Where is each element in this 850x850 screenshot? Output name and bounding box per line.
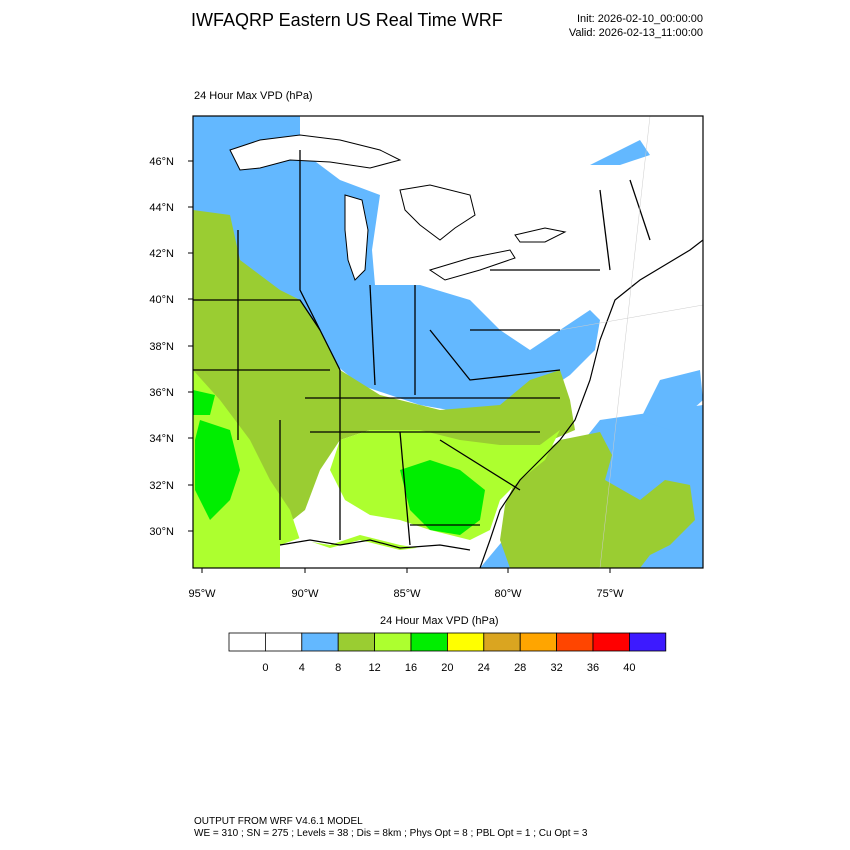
boundary-kansas-nebraska [193,299,321,331]
region-olive-central [193,210,575,530]
ocean-blue-patch [640,370,703,430]
field-label: 24 Hour Max VPD (hPa) [194,90,313,102]
colorbar-tick-label: 12 [368,662,381,674]
lake-ontario [514,227,567,243]
gulf-water [280,538,480,568]
colorbar-box [556,632,594,652]
lon-label: 80°W [494,588,522,600]
lake-erie [428,249,516,281]
lat-label: 30°N [149,526,174,538]
graticule-line [599,116,651,568]
footer-model-line: OUTPUT FROM WRF V4.6.1 MODEL [194,816,363,827]
ocean-olive-region [500,432,695,568]
colorbar-tick-label: 28 [514,662,527,674]
colorbar-box [374,632,412,652]
region-lime-southwest [193,370,480,568]
longitude-axis: 95°W 90°W 85°W 80°W 75°W [188,568,624,600]
colorbar-tick-label: 32 [550,662,563,674]
region-blue-canada [590,140,650,165]
colorbar-box [592,632,630,652]
boundary-alabama-georgia [399,431,411,546]
colorbar-box [410,632,448,652]
lat-label: 40°N [149,294,174,306]
region-green-georgia [400,460,485,535]
boundary-mississippi-river [299,150,341,371]
lon-label: 95°W [188,588,216,600]
lon-label: 90°W [291,588,319,600]
colorbar [228,632,667,652]
colorbar-tick-label: 16 [404,662,418,674]
lat-label: 34°N [149,433,174,445]
footer-config-line: WE = 310 ; SN = 275 ; Levels = 38 ; Dis … [194,828,588,839]
colorbar-box [301,632,339,652]
colorbar-box [228,632,266,652]
region-green-oklahoma [193,390,215,415]
lon-label: 75°W [596,588,624,600]
lat-label: 46°N [149,156,174,168]
colorbar-box [629,632,667,652]
southeast-coastline [479,439,561,568]
lake-huron [399,184,476,241]
map-frame-content [193,116,703,568]
graticule [559,116,703,568]
map-title: IWFAQRP Eastern US Real Time WRF [191,10,503,30]
boundary-new-england [599,189,611,271]
region-blue-north [193,116,600,412]
colorbar-box [483,632,521,652]
colorbar-tick-label: 4 [298,662,305,674]
lon-label: 85°W [393,588,421,600]
colorbar-box [519,632,558,652]
latitude-axis: 46°N 44°N 42°N 40°N 38°N 36°N 34°N 32°N … [149,156,193,538]
lat-label: 42°N [149,248,174,260]
colorbar-tick-label: 0 [262,662,269,674]
lat-label: 36°N [149,387,174,399]
lat-label: 32°N [149,480,174,492]
map-frame [192,115,704,569]
colorbar-box [446,632,485,652]
colorbar-box [337,632,376,652]
valid-time: Valid: 2026-02-13_11:00:00 [568,27,703,39]
colorbar-tick-label: 24 [477,662,490,674]
colorbar-tick-label: 40 [623,662,636,674]
boundary-carolinas [439,439,521,491]
lat-label: 38°N [149,341,174,353]
colorbar-tick-label: 36 [586,662,600,674]
graticule-line [559,304,703,331]
colorbar-tick-label: 8 [335,662,342,674]
init-time: Init: 2026-02-10_00:00:00 [577,13,703,25]
state-boundaries [193,150,651,546]
colorbar-box [264,632,303,652]
atlantic-coastline [559,239,703,441]
boundary-indiana-west [369,284,376,386]
gulf-coastline [279,539,471,551]
lake-superior [229,134,402,171]
region-green-texas [195,420,240,520]
lat-label: 44°N [149,202,174,214]
boundary-virginia [429,329,561,381]
boundary-new-england-2 [629,179,651,241]
colorbar-tick-label: 20 [441,662,454,674]
colorbar-title: 24 Hour Max VPD (hPa) [380,615,499,627]
lake-michigan [344,194,369,281]
